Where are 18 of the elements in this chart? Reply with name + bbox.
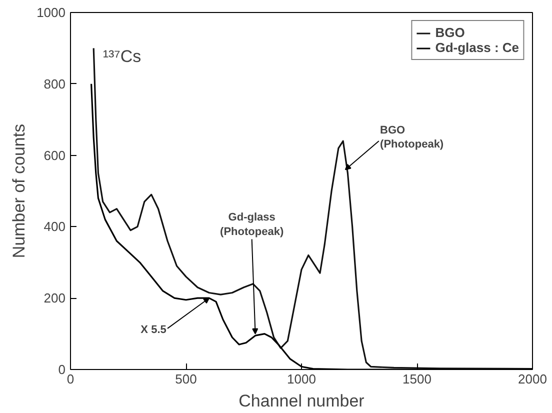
legend-label: Gd-glass : Ce xyxy=(435,40,519,55)
x-tick-label: 500 xyxy=(175,372,197,386)
y-tick-label: 800 xyxy=(44,76,66,92)
annotation: BGO (Photopeak) xyxy=(380,124,444,151)
y-axis-title: Number of counts xyxy=(10,124,29,258)
x-tick-label: 2000 xyxy=(518,372,547,386)
y-tick-label: 600 xyxy=(44,148,66,163)
y-tick-label: 1000 xyxy=(36,5,66,20)
legend-label: BGO xyxy=(435,25,465,40)
x-tick-label: 1000 xyxy=(287,372,316,386)
y-tick-label: 200 xyxy=(44,290,66,306)
y-tick-label: 0 xyxy=(58,362,66,377)
annotation: ¹³⁷Cs xyxy=(102,47,142,66)
x-tick-label: 1500 xyxy=(402,372,432,386)
y-tick-label: 400 xyxy=(44,219,66,234)
annotation: Gd-glass (Photopeak) xyxy=(220,212,284,238)
x-axis-title: Channel number xyxy=(238,392,365,410)
annotation: X 5.5 xyxy=(140,324,166,336)
